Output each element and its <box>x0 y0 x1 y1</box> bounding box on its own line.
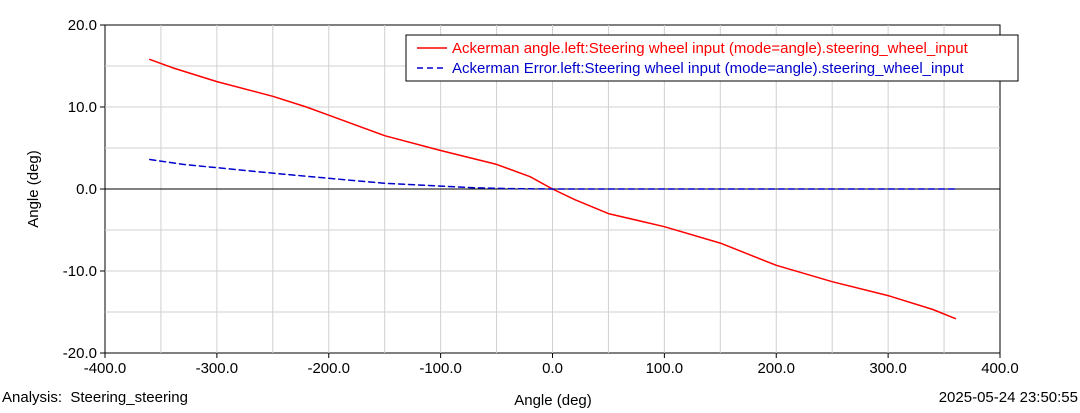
y-tick-label: 0.0 <box>76 181 97 198</box>
x-tick-label: -100.0 <box>419 360 462 377</box>
legend-label-series-1: Ackerman angle.left:Steering wheel input… <box>452 40 969 57</box>
y-tick-label: 20.0 <box>68 17 97 34</box>
x-tick-label: 300.0 <box>869 360 907 377</box>
legend-label-series-2: Ackerman Error.left:Steering wheel input… <box>452 60 964 77</box>
x-tick-label: 0.0 <box>542 360 563 377</box>
x-tick-label: -400.0 <box>84 360 127 377</box>
y-axis-label: Angle (deg) <box>25 150 42 228</box>
x-tick-label: 200.0 <box>757 360 795 377</box>
x-axis-label: Angle (deg) <box>514 392 592 409</box>
series-line-1 <box>149 58 957 320</box>
x-tick-labels: -400.0 -300.0 -200.0 -100.0 0.0 100.0 200.0 300… <box>84 353 1019 377</box>
analysis-label: Analysis: <box>2 389 63 406</box>
timestamp: 2025-05-24 23:50:55 <box>938 389 1078 406</box>
x-tick-label: 400.0 <box>981 360 1019 377</box>
series-group <box>149 58 957 320</box>
x-tick-label: 100.0 <box>646 360 684 377</box>
y-tick-labels: 20.0 10.0 0.0 -10.0 -20.0 <box>63 17 105 362</box>
analysis-footer: Analysis: Steering_steering <box>2 389 188 406</box>
legend: Ackerman angle.left:Steering wheel input… <box>405 34 1019 82</box>
analysis-value: Steering_steering <box>70 389 188 406</box>
x-tick-label: -200.0 <box>307 360 350 377</box>
y-tick-label: -20.0 <box>63 345 97 362</box>
y-tick-label: 10.0 <box>68 99 97 116</box>
y-tick-label: -10.0 <box>63 263 97 280</box>
legend-box <box>405 34 1019 82</box>
series-line-2 <box>149 158 957 190</box>
x-tick-label: -300.0 <box>196 360 239 377</box>
